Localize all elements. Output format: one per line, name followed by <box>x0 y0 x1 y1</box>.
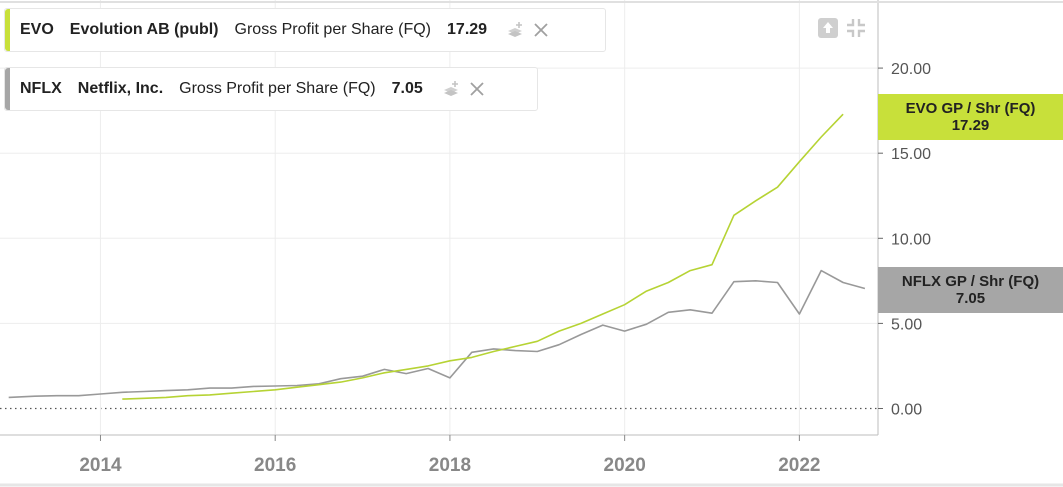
x-tick-label: 2022 <box>778 455 820 476</box>
legend-color-bar-nflx <box>5 68 10 110</box>
price-tag-nflx: NFLX GP / Shr (FQ) 7.05 <box>878 267 1063 313</box>
grid-lines <box>0 0 878 435</box>
y-tick-label: 20.00 <box>891 61 931 78</box>
tag-value: 17.29 <box>951 117 990 134</box>
legend-evo[interactable]: EVO Evolution AB (publ) Gross Profit per… <box>4 8 606 52</box>
legend-color-bar-evo <box>5 9 10 51</box>
x-tick-label: 2018 <box>429 455 471 476</box>
plot-background <box>0 0 878 435</box>
axis-ticks: 0.00 5.00 10.00 15.00 20.00 2014 2016 2018 2020 2… <box>79 61 931 476</box>
legend-company: Evolution AB (publ) <box>69 21 219 38</box>
legend-symbol: EVO <box>20 21 54 38</box>
series-lines <box>8 113 866 400</box>
series-line-nflx <box>8 269 866 399</box>
legend-symbol: NFLX <box>20 80 62 97</box>
y-tick-label: 5.00 <box>891 316 922 333</box>
y-tick-label: 10.00 <box>891 231 931 248</box>
legend-value: 7.05 <box>391 80 423 97</box>
x-tick-label: 2014 <box>79 455 122 476</box>
tag-label: NFLX GP / Shr (FQ) <box>901 273 1040 290</box>
y-tick-label: 0.00 <box>891 402 922 419</box>
x-tick-label: 2016 <box>254 455 296 476</box>
x-tick-label: 2020 <box>604 455 646 476</box>
close-icon[interactable] <box>469 81 485 97</box>
legend-metric: Gross Profit per Share (FQ) <box>179 80 376 97</box>
stack-layers-icon[interactable] <box>505 20 525 40</box>
legend-company: Netflix, Inc. <box>77 80 164 97</box>
collapse-icon[interactable] <box>845 17 867 39</box>
stack-layers-icon[interactable] <box>441 79 461 99</box>
export-icon[interactable] <box>817 17 839 39</box>
y-tick-label: 15.00 <box>891 146 931 163</box>
legend-nflx[interactable]: NFLX Netflix, Inc. Gross Profit per Shar… <box>4 67 538 111</box>
close-icon[interactable] <box>533 22 549 38</box>
tag-value: 7.05 <box>955 290 986 307</box>
legend-value: 17.29 <box>447 21 488 38</box>
series-line-evo <box>122 113 844 400</box>
tag-label: EVO GP / Shr (FQ) <box>905 100 1036 117</box>
price-tag-evo: EVO GP / Shr (FQ) 17.29 <box>878 94 1063 140</box>
legend-metric: Gross Profit per Share (FQ) <box>234 21 432 38</box>
